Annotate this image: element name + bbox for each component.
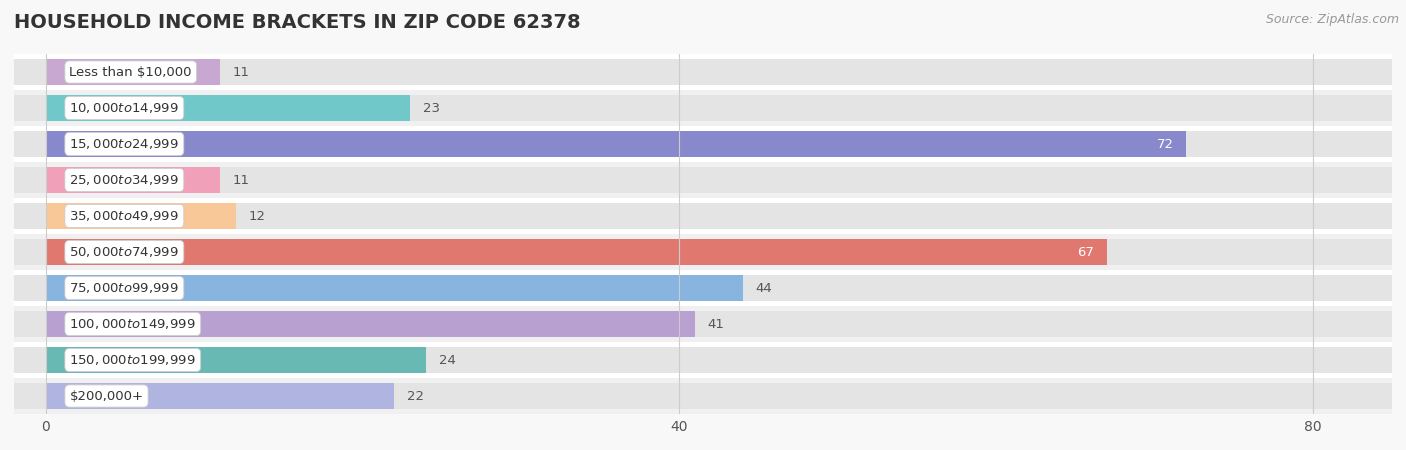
Text: $75,000 to $99,999: $75,000 to $99,999 — [69, 281, 179, 295]
Bar — [14, 198, 1392, 234]
Text: 11: 11 — [232, 174, 250, 186]
Text: 44: 44 — [755, 282, 772, 294]
Bar — [14, 342, 1392, 378]
Bar — [14, 59, 1392, 85]
Text: Source: ZipAtlas.com: Source: ZipAtlas.com — [1265, 14, 1399, 27]
Bar — [14, 167, 1392, 193]
Bar — [46, 95, 411, 121]
Bar — [14, 378, 1392, 414]
Text: 67: 67 — [1077, 246, 1094, 258]
Bar — [14, 239, 1392, 265]
Text: $25,000 to $34,999: $25,000 to $34,999 — [69, 173, 179, 187]
Bar — [14, 275, 1392, 301]
Bar — [46, 311, 695, 337]
Text: $10,000 to $14,999: $10,000 to $14,999 — [69, 101, 179, 115]
Bar — [14, 270, 1392, 306]
Text: 72: 72 — [1156, 138, 1174, 150]
Bar — [14, 383, 1392, 409]
Bar — [14, 131, 1392, 157]
Text: 12: 12 — [249, 210, 266, 222]
Text: $200,000+: $200,000+ — [69, 390, 143, 402]
Bar — [14, 126, 1392, 162]
Text: $50,000 to $74,999: $50,000 to $74,999 — [69, 245, 179, 259]
Bar — [14, 234, 1392, 270]
Bar — [46, 203, 236, 229]
Bar — [14, 311, 1392, 337]
Bar — [46, 239, 1107, 265]
Text: $150,000 to $199,999: $150,000 to $199,999 — [69, 353, 195, 367]
Text: 24: 24 — [439, 354, 456, 366]
Bar — [14, 162, 1392, 198]
Bar — [46, 347, 426, 373]
Bar — [14, 306, 1392, 342]
Bar — [46, 167, 219, 193]
Text: 23: 23 — [423, 102, 440, 114]
Bar — [46, 275, 742, 301]
Bar — [14, 347, 1392, 373]
Text: $15,000 to $24,999: $15,000 to $24,999 — [69, 137, 179, 151]
Bar — [14, 90, 1392, 126]
Bar — [46, 131, 1187, 157]
Bar — [46, 59, 219, 85]
Bar — [14, 95, 1392, 121]
Bar — [14, 203, 1392, 229]
Text: Less than $10,000: Less than $10,000 — [69, 66, 193, 78]
Bar — [14, 54, 1392, 90]
Text: $100,000 to $149,999: $100,000 to $149,999 — [69, 317, 195, 331]
Text: 11: 11 — [232, 66, 250, 78]
Text: 41: 41 — [707, 318, 724, 330]
Bar — [46, 383, 394, 409]
Text: $35,000 to $49,999: $35,000 to $49,999 — [69, 209, 179, 223]
Text: 22: 22 — [406, 390, 423, 402]
Text: HOUSEHOLD INCOME BRACKETS IN ZIP CODE 62378: HOUSEHOLD INCOME BRACKETS IN ZIP CODE 62… — [14, 14, 581, 32]
